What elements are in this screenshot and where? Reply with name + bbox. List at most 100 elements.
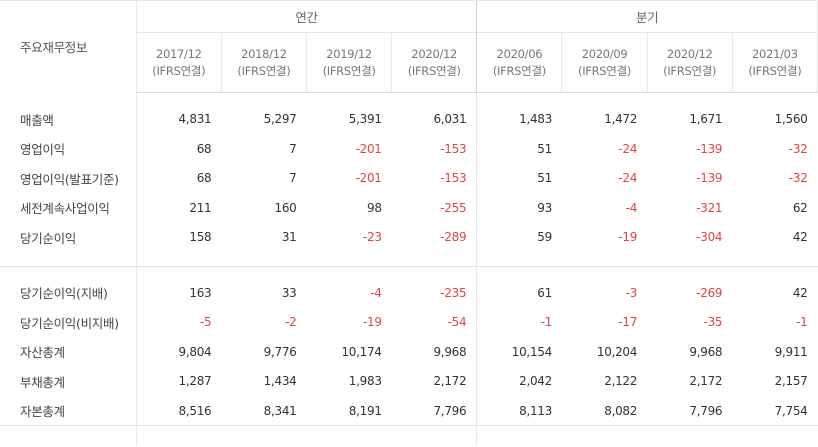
period-date: 2017/12: [155, 46, 202, 61]
value-cell: 2,172: [433, 374, 467, 389]
annual-header: 연간: [135, 0, 477, 33]
value-cell: -4: [370, 285, 382, 300]
value-cell: -24: [618, 141, 638, 156]
period-date: 2020/06: [496, 46, 543, 61]
value-cell: 10,204: [596, 344, 638, 359]
value-cell: 42: [792, 230, 808, 245]
value-cell: 5,391: [348, 112, 382, 127]
table-row: 영업이익(발표기준) 68 7 -201 -153 51 -24 -139 -32: [0, 163, 818, 193]
period-basis: (IFRS연결): [492, 63, 546, 78]
value-cell: -19: [618, 230, 638, 245]
value-cell: 2,157: [774, 374, 808, 389]
value-cell: 4,831: [178, 112, 212, 127]
value-cell: 8,341: [263, 403, 297, 418]
period-header: 2020/12 (IFRS연결): [646, 32, 733, 93]
value-cell: 9,804: [178, 344, 212, 359]
value-cell: 51: [476, 134, 562, 164]
spacer-row: [0, 266, 818, 278]
value-cell: -3: [625, 285, 638, 300]
row-title: 주요재무정보: [0, 0, 137, 93]
value-cell: -321: [696, 200, 723, 215]
table-row: 당기순이익(비지배) -5 -2 -19 -54 -1 -17 -35 -1: [0, 307, 818, 337]
value-cell: -255: [440, 200, 467, 215]
row-label: 부채총계: [0, 366, 137, 396]
value-cell: -201: [355, 171, 382, 186]
value-cell: 8,191: [348, 403, 382, 418]
value-cell: 61: [476, 278, 562, 308]
value-cell: 9,968: [689, 344, 723, 359]
table-row: 매출액 4,831 5,297 5,391 6,031 1,483 1,472 1,671 1,…: [0, 104, 818, 134]
value-cell: 211: [189, 200, 212, 215]
table-row: 당기순이익 158 31 -23 -289 59 -19 -304 42: [0, 222, 818, 252]
value-cell: -2: [285, 315, 297, 330]
value-cell: -24: [618, 171, 638, 186]
value-cell: 33: [281, 285, 297, 300]
value-cell: -304: [696, 230, 723, 245]
value-cell: 1,560: [774, 112, 808, 127]
row-label: 당기순이익(비지배): [0, 307, 137, 337]
period-basis: (IFRS연결): [237, 63, 291, 78]
row-label: 영업이익(발표기준): [0, 163, 137, 193]
value-cell: 7,796: [433, 403, 467, 418]
value-cell: -1: [476, 307, 562, 337]
period-date: 2020/09: [581, 46, 628, 61]
value-cell: 31: [281, 230, 297, 245]
value-cell: -35: [703, 315, 723, 330]
value-cell: -139: [696, 171, 723, 186]
value-cell: 2,122: [604, 374, 638, 389]
period-date: 2019/12: [326, 46, 372, 61]
value-cell: 5,297: [263, 112, 297, 127]
row-label: 매출액: [0, 104, 137, 134]
value-cell: 10,154: [476, 337, 562, 367]
period-basis: (IFRS연결): [407, 63, 461, 78]
value-cell: 93: [476, 193, 562, 223]
row-label: 자본총계: [0, 396, 137, 426]
table-row: 자산총계 9,804 9,776 10,174 9,968 10,154 10,204 9,9…: [0, 337, 818, 367]
value-cell: 1,434: [263, 374, 297, 389]
value-cell: -153: [440, 141, 467, 156]
value-cell: 1,671: [689, 112, 723, 127]
value-cell: 68: [196, 141, 212, 156]
value-cell: 9,776: [263, 344, 297, 359]
table-row: 당기순이익(지배) 163 33 -4 -235 61 -3 -269 42: [0, 278, 818, 308]
period-header: 2017/12 (IFRS연결): [135, 32, 222, 93]
value-cell: 2,172: [689, 374, 723, 389]
value-cell: 2,042: [476, 366, 562, 396]
value-cell: 10,174: [341, 344, 382, 359]
period-header: 2019/12 (IFRS연결): [306, 32, 392, 93]
period-basis: (IFRS연결): [663, 63, 717, 78]
value-cell: -1: [796, 315, 808, 330]
value-cell: -235: [440, 285, 467, 300]
value-cell: 51: [476, 163, 562, 193]
value-cell: 8,082: [604, 403, 638, 418]
value-cell: 7,754: [774, 403, 808, 418]
value-cell: 163: [189, 285, 212, 300]
value-cell: -201: [355, 141, 382, 156]
value-cell: 1,983: [348, 374, 382, 389]
value-cell: 8,516: [178, 403, 212, 418]
value-cell: 1,483: [476, 104, 562, 134]
value-cell: -23: [362, 230, 382, 245]
row-label: 자산총계: [0, 337, 137, 367]
value-cell: -153: [440, 171, 467, 186]
period-basis: (IFRS연결): [748, 63, 802, 78]
value-cell: 7: [289, 141, 297, 156]
value-cell: 7,796: [689, 403, 723, 418]
period-basis: (IFRS연결): [152, 63, 206, 78]
period-basis: (IFRS연결): [578, 63, 632, 78]
period-date: 2020/12: [666, 46, 713, 61]
table-row: 부채총계 1,287 1,434 1,983 2,172 2,042 2,122 2,172 2…: [0, 366, 818, 396]
value-cell: -269: [696, 285, 723, 300]
table-row: 자본총계 8,516 8,341 8,191 7,796 8,113 8,082 7,796 7…: [0, 396, 818, 426]
period-basis: (IFRS연결): [322, 63, 376, 78]
row-label: 당기순이익: [0, 222, 137, 252]
value-cell: 59: [476, 222, 562, 252]
sep-row: [0, 252, 818, 267]
row-label: 영업이익: [0, 134, 137, 164]
value-cell: -289: [440, 230, 467, 245]
period-header: 2020/12 (IFRS연결): [391, 32, 477, 93]
value-cell: 8,113: [476, 396, 562, 426]
value-cell: 1,287: [178, 374, 212, 389]
value-cell: 160: [274, 200, 297, 215]
